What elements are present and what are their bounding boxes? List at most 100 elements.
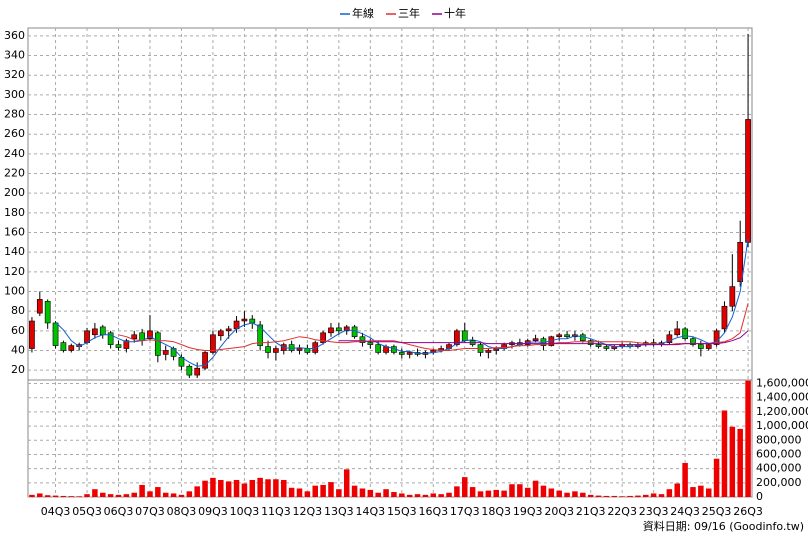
candle-body: [666, 334, 673, 343]
volume-bar: [682, 462, 688, 497]
source-note: 資料日期: 09/16 (Goodinfo.tw): [643, 519, 804, 533]
volume-bar: [60, 495, 67, 497]
candle-body: [154, 332, 161, 356]
x-tick-label: 24Q3: [670, 505, 700, 518]
volume-bar: [273, 479, 279, 497]
y-tick-label: 260: [4, 127, 25, 140]
x-tick-label: 23Q3: [639, 505, 669, 518]
volume-bar: [249, 479, 256, 497]
volume-bar: [186, 491, 193, 497]
volume-bar: [162, 492, 169, 497]
volume-bar: [147, 491, 153, 497]
volume-bar: [698, 485, 704, 497]
volume-bar: [218, 479, 224, 497]
candle-body: [202, 352, 208, 369]
volume-bar: [84, 494, 90, 497]
volume-bar: [68, 496, 75, 497]
y-tick-label: 320: [4, 68, 25, 81]
y-tick-label: 220: [4, 167, 25, 180]
volume-bar: [233, 479, 240, 497]
candle-body: [273, 348, 279, 353]
x-tick-label: 07Q3: [135, 505, 165, 518]
candle-body: [29, 320, 35, 349]
volume-bar: [572, 491, 578, 497]
candle-body: [603, 346, 610, 349]
volume-bar: [690, 487, 696, 497]
volume-bar: [729, 426, 736, 497]
candle-body: [210, 334, 216, 353]
candle-body: [44, 301, 51, 324]
volume-bar: [375, 492, 381, 497]
candle-body: [485, 350, 492, 353]
volume-bar: [100, 492, 106, 497]
candle-body: [265, 346, 271, 353]
volume-bar: [288, 487, 295, 497]
volume-bar: [210, 477, 216, 497]
legend-label: 十年: [444, 6, 466, 20]
x-tick-label: 21Q3: [576, 505, 606, 518]
candle-body: [225, 328, 232, 332]
y2-tick-label: 200,000: [756, 476, 802, 489]
candle-body: [713, 330, 720, 345]
candle-body: [697, 344, 704, 349]
y-tick-label: 280: [4, 108, 25, 121]
volume-bar: [359, 488, 366, 497]
candle-body: [335, 327, 342, 332]
volume-bar: [705, 488, 712, 497]
x-tick-label: 25Q3: [702, 505, 732, 518]
y2-tick-label: 400,000: [756, 462, 802, 475]
volume-bar: [580, 492, 586, 497]
volume-bar: [595, 495, 602, 497]
volume-bar: [643, 494, 649, 497]
candle-body: [92, 328, 98, 336]
candle-body: [398, 352, 405, 355]
candle-body: [367, 342, 374, 345]
y2-tick-label: 1,200,000: [756, 405, 808, 418]
volume-bar: [343, 469, 350, 497]
y-tick-label: 140: [4, 245, 25, 258]
x-tick-label: 22Q3: [607, 505, 637, 518]
volume-bar: [29, 494, 35, 497]
y-tick-label: 300: [4, 88, 25, 101]
volume-bar: [658, 494, 665, 497]
candle-body: [304, 348, 311, 353]
candle-body: [36, 299, 43, 314]
candle-body: [147, 330, 153, 340]
candle-body: [595, 344, 602, 347]
volume-bar: [430, 493, 437, 497]
x-tick-label: 26Q3: [733, 505, 763, 518]
x-tick-label: 14Q3: [355, 505, 385, 518]
candle-body: [564, 334, 570, 338]
candle-body: [729, 286, 736, 307]
volume-bar: [123, 494, 130, 497]
x-tick-label: 12Q3: [293, 505, 323, 518]
volume-bar: [115, 494, 122, 497]
candle-body: [186, 365, 193, 376]
candle-body: [194, 367, 201, 376]
volume-bar: [737, 428, 743, 497]
volume-bar: [76, 496, 82, 497]
candle-body: [84, 330, 90, 343]
x-tick-label: 09Q3: [198, 505, 228, 518]
volume-bar: [485, 490, 492, 497]
volume-bar: [493, 489, 499, 497]
volume-bar: [351, 485, 358, 497]
candle-body: [288, 344, 295, 351]
candle-body: [217, 330, 224, 337]
y-tick-label: 160: [4, 226, 25, 239]
volume-bar: [399, 493, 405, 497]
candle-body: [131, 334, 138, 340]
x-tick-label: 17Q3: [450, 505, 480, 518]
volume-bar: [281, 479, 287, 497]
x-tick-label: 13Q3: [324, 505, 354, 518]
volume-bar: [721, 410, 728, 497]
candle-body: [737, 242, 744, 282]
candle-body: [359, 336, 366, 343]
candle-body: [690, 338, 696, 345]
volume-bar: [446, 492, 452, 497]
candle-body: [328, 327, 334, 334]
y-tick-label: 120: [4, 265, 25, 278]
y-tick-label: 340: [4, 49, 25, 62]
volume-bar: [257, 477, 263, 497]
